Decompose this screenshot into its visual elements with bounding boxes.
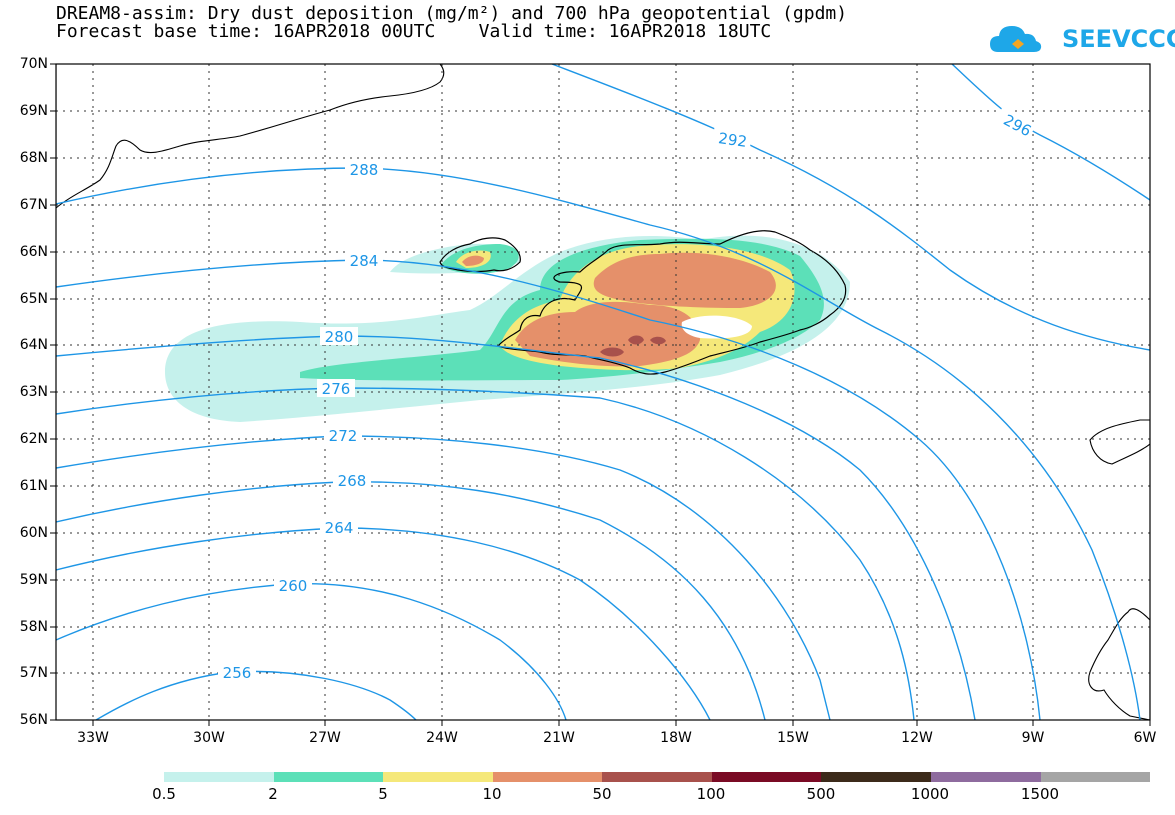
lat-label: 57N (19, 665, 48, 681)
lon-label: 6W (1133, 730, 1157, 746)
legend-swatch (273, 772, 384, 782)
chart-title: DREAM8-assim: Dry dust deposition (mg/m²… (56, 3, 848, 24)
legend-swatch (602, 772, 712, 782)
legend-swatch (492, 772, 603, 782)
contour-label: 280 (325, 328, 354, 346)
cloud-icon (990, 26, 1042, 52)
contour-label: 284 (350, 252, 379, 270)
lat-label: 60N (19, 525, 48, 541)
contour-label: 272 (329, 427, 358, 445)
contour-label: 256 (223, 664, 252, 682)
legend-label: 1000 (910, 785, 950, 803)
lat-label: 61N (19, 478, 48, 494)
legend-swatch (164, 772, 274, 782)
lon-label: 12W (901, 730, 933, 746)
lat-label: 62N (19, 431, 48, 447)
geopotential-contours (56, 64, 1150, 720)
lon-label: 18W (660, 730, 692, 746)
lat-label: 56N (19, 712, 48, 728)
legend-label: 100 (696, 785, 726, 803)
lat-label: 63N (19, 384, 48, 400)
legend-swatch (1040, 772, 1151, 782)
legend-label: 2 (268, 785, 278, 803)
contour-label: 260 (279, 577, 308, 595)
lon-label: 15W (777, 730, 809, 746)
legend-label: 50 (592, 785, 612, 803)
contour-label: 268 (338, 472, 367, 490)
lon-label: 9W (1021, 730, 1045, 746)
legend-label: 10 (482, 785, 502, 803)
lon-label: 30W (193, 730, 225, 746)
lat-label: 59N (19, 572, 48, 588)
legend-label: 0.5 (152, 785, 176, 803)
lat-label: 64N (19, 337, 48, 353)
lat-label: 65N (19, 291, 48, 307)
legend-label: 500 (806, 785, 836, 803)
lat-label: 67N (19, 197, 48, 213)
legend-label: 5 (378, 785, 388, 803)
contour-label: 264 (325, 519, 354, 537)
legend-swatch (711, 772, 822, 782)
lat-label: 69N (19, 103, 48, 119)
legend-swatch (821, 772, 931, 782)
contour-label: 276 (322, 380, 351, 398)
logo-text: SEEVCCC (1062, 25, 1175, 53)
legend-label: 1500 (1020, 785, 1060, 803)
lon-label: 21W (543, 730, 575, 746)
legend-swatch (930, 772, 1041, 782)
lat-label: 58N (19, 619, 48, 635)
lon-label: 33W (77, 730, 109, 746)
contour-label: 292 (717, 129, 748, 151)
graticule (56, 64, 1150, 720)
lat-label: 66N (19, 244, 48, 260)
lat-label: 68N (19, 150, 48, 166)
dust-shading (56, 64, 1150, 720)
chart-subtitle: Forecast base time: 16APR2018 00UTC Vali… (56, 21, 772, 42)
lon-label: 27W (309, 730, 341, 746)
lon-label: 24W (426, 730, 458, 746)
contour-label: 288 (350, 161, 379, 179)
legend-colorbar (164, 772, 1151, 782)
legend-swatch (383, 772, 493, 782)
lat-label: 70N (19, 56, 48, 72)
